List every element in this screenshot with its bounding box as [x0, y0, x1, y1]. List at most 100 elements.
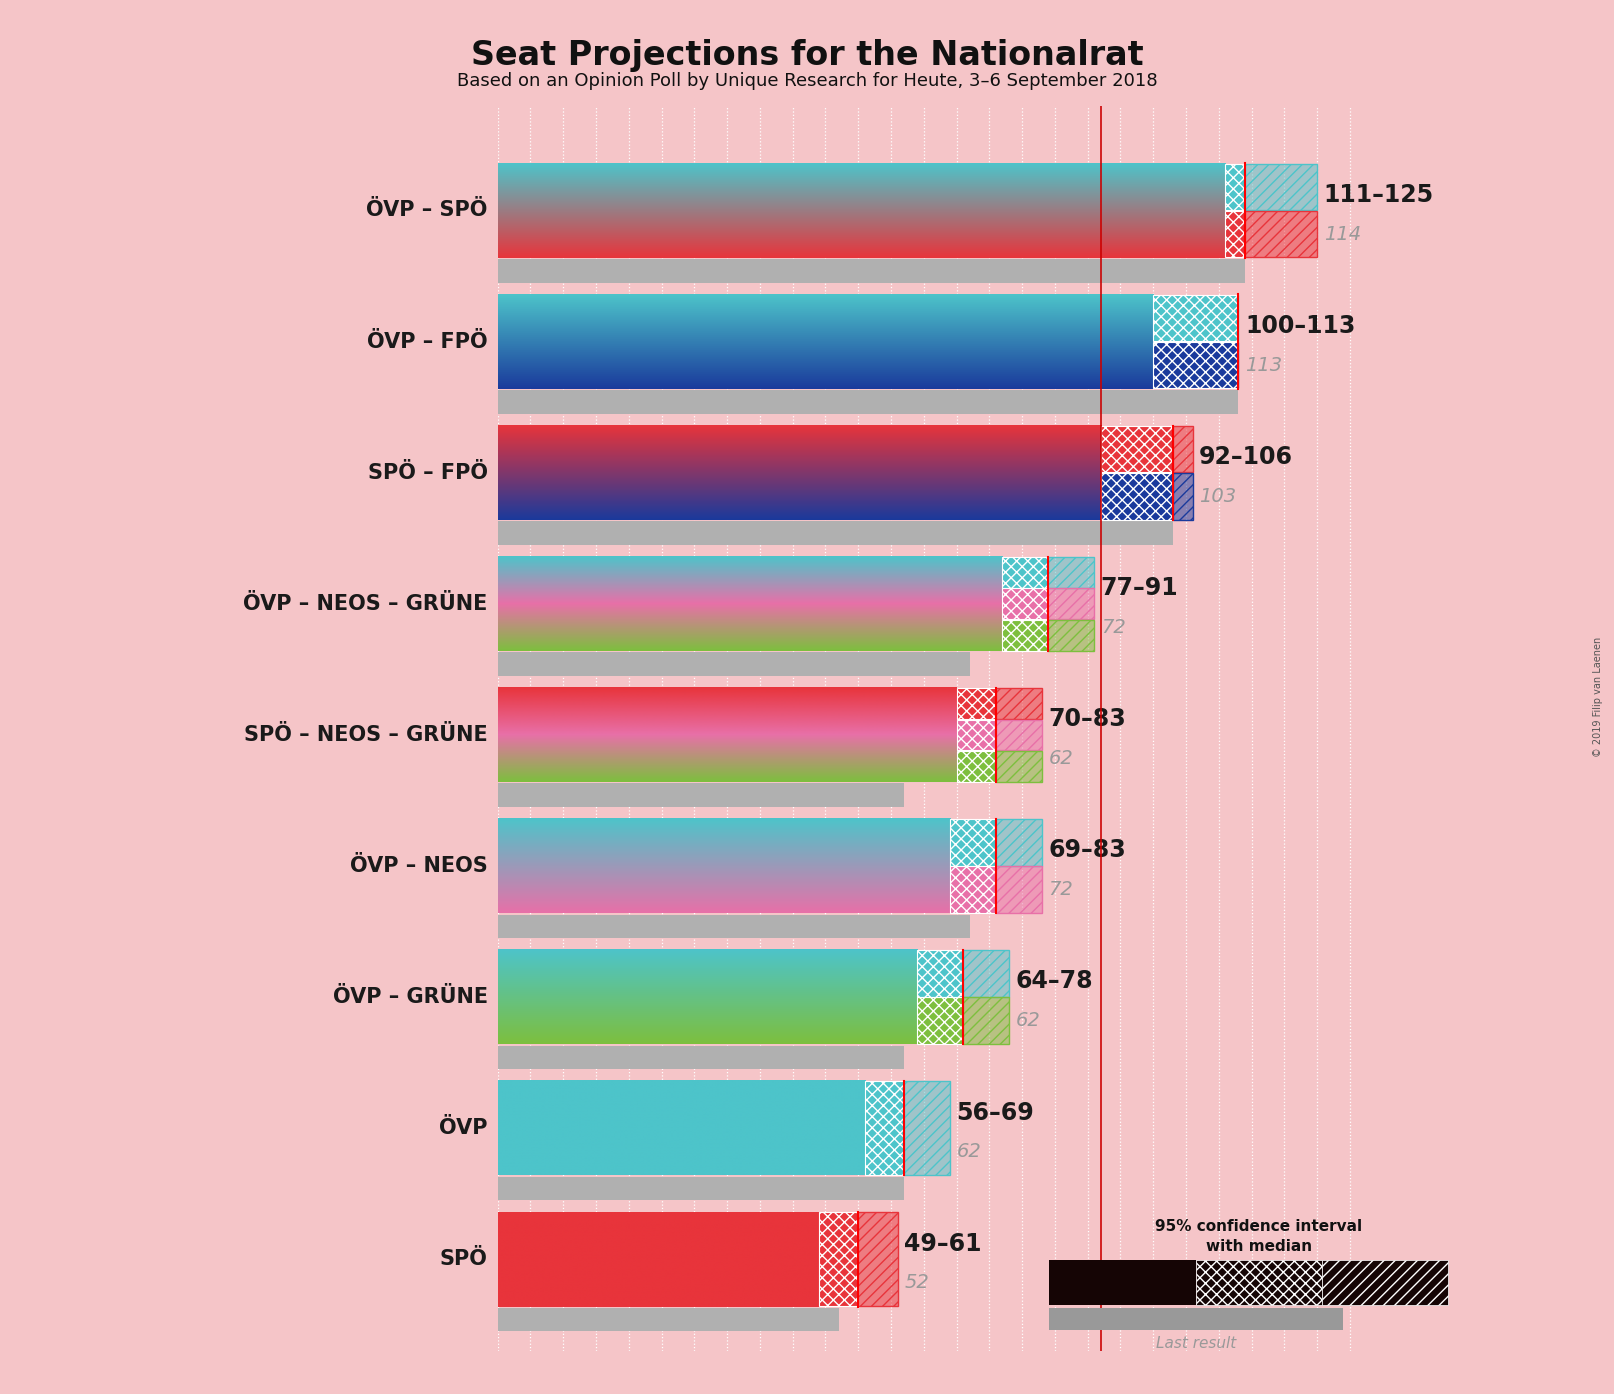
- Bar: [865, 1082, 904, 1175]
- Bar: [497, 652, 970, 676]
- Bar: [497, 259, 1244, 283]
- Bar: [1002, 558, 1049, 588]
- Text: SPÖ: SPÖ: [441, 1249, 487, 1270]
- Bar: [996, 719, 1041, 750]
- Text: Seat Projections for the Nationalrat: Seat Projections for the Nationalrat: [471, 39, 1143, 72]
- Text: 49–61: 49–61: [904, 1232, 981, 1256]
- Bar: [996, 820, 1041, 866]
- Bar: [1101, 425, 1173, 473]
- Bar: [957, 751, 996, 782]
- Bar: [1244, 163, 1317, 210]
- Bar: [964, 951, 1009, 997]
- Bar: [1225, 210, 1244, 258]
- Text: ÖVP – SPÖ: ÖVP – SPÖ: [366, 201, 487, 220]
- Text: Based on an Opinion Poll by Unique Research for Heute, 3–6 September 2018: Based on an Opinion Poll by Unique Resea…: [457, 72, 1157, 91]
- Bar: [957, 689, 996, 719]
- Bar: [859, 1213, 897, 1306]
- Text: 111–125: 111–125: [1323, 183, 1433, 206]
- Bar: [996, 751, 1041, 782]
- Bar: [996, 751, 1041, 782]
- Bar: [1322, 1260, 1448, 1305]
- Bar: [1101, 425, 1173, 473]
- Text: 70–83: 70–83: [1049, 707, 1127, 732]
- Bar: [497, 521, 1173, 545]
- Bar: [865, 1082, 904, 1175]
- Bar: [1154, 294, 1238, 342]
- Bar: [1002, 620, 1049, 651]
- Bar: [497, 1046, 904, 1069]
- Bar: [497, 914, 970, 938]
- Bar: [951, 866, 996, 913]
- Bar: [1173, 473, 1193, 520]
- Bar: [917, 998, 964, 1044]
- Text: 69–83: 69–83: [1049, 838, 1127, 863]
- Bar: [1154, 342, 1238, 389]
- Bar: [1244, 163, 1317, 210]
- Text: 64–78: 64–78: [1015, 969, 1093, 994]
- Bar: [1049, 588, 1094, 619]
- Text: ÖVP – GRÜNE: ÖVP – GRÜNE: [332, 987, 487, 1006]
- Text: 92–106: 92–106: [1199, 445, 1293, 468]
- Text: Last result: Last result: [1156, 1337, 1236, 1351]
- Text: SPÖ – NEOS – GRÜNE: SPÖ – NEOS – GRÜNE: [244, 725, 487, 744]
- Bar: [964, 998, 1009, 1044]
- Text: 62: 62: [1015, 1011, 1041, 1030]
- Bar: [964, 951, 1009, 997]
- Bar: [1225, 163, 1244, 210]
- Bar: [1049, 588, 1094, 619]
- Bar: [1154, 342, 1238, 389]
- Bar: [964, 998, 1009, 1044]
- Bar: [1173, 425, 1193, 473]
- Bar: [1244, 210, 1317, 258]
- Bar: [904, 1082, 951, 1175]
- Bar: [1049, 558, 1094, 588]
- Bar: [1002, 558, 1049, 588]
- Bar: [996, 866, 1041, 913]
- Text: 72: 72: [1101, 618, 1125, 637]
- Text: ÖVP – NEOS: ÖVP – NEOS: [350, 856, 487, 875]
- Bar: [957, 751, 996, 782]
- Bar: [951, 820, 996, 866]
- Bar: [1049, 1308, 1343, 1330]
- Text: ÖVP – FPÖ: ÖVP – FPÖ: [368, 332, 487, 351]
- Bar: [996, 820, 1041, 866]
- Text: 103: 103: [1199, 487, 1236, 506]
- Text: ÖVP: ÖVP: [439, 1118, 487, 1139]
- Bar: [1002, 620, 1049, 651]
- Bar: [1173, 473, 1193, 520]
- Bar: [917, 951, 964, 997]
- Bar: [1049, 620, 1094, 651]
- Bar: [818, 1213, 859, 1306]
- Text: 52: 52: [904, 1274, 930, 1292]
- Bar: [1049, 1260, 1196, 1305]
- Text: 100–113: 100–113: [1244, 314, 1356, 337]
- Bar: [996, 719, 1041, 750]
- Bar: [818, 1213, 859, 1306]
- Text: with median: with median: [1206, 1239, 1312, 1253]
- Text: 95% confidence interval: 95% confidence interval: [1156, 1220, 1362, 1234]
- Text: SPÖ – FPÖ: SPÖ – FPÖ: [368, 463, 487, 482]
- Bar: [917, 951, 964, 997]
- Bar: [497, 783, 904, 807]
- Bar: [497, 390, 1238, 414]
- Text: 62: 62: [957, 1142, 981, 1161]
- Bar: [859, 1213, 897, 1306]
- Bar: [917, 998, 964, 1044]
- Text: © 2019 Filip van Laenen: © 2019 Filip van Laenen: [1593, 637, 1603, 757]
- Bar: [497, 1177, 904, 1200]
- Text: 113: 113: [1244, 355, 1282, 375]
- Bar: [1101, 473, 1173, 520]
- Bar: [1225, 163, 1244, 210]
- Text: 62: 62: [1049, 749, 1073, 768]
- Bar: [957, 719, 996, 750]
- Bar: [1049, 620, 1094, 651]
- Bar: [1049, 558, 1094, 588]
- Text: 56–69: 56–69: [957, 1100, 1035, 1125]
- Text: 72: 72: [1049, 880, 1073, 899]
- Bar: [996, 689, 1041, 719]
- Bar: [996, 689, 1041, 719]
- Bar: [1002, 588, 1049, 619]
- Bar: [1154, 294, 1238, 342]
- Bar: [1244, 210, 1317, 258]
- Bar: [497, 1308, 839, 1331]
